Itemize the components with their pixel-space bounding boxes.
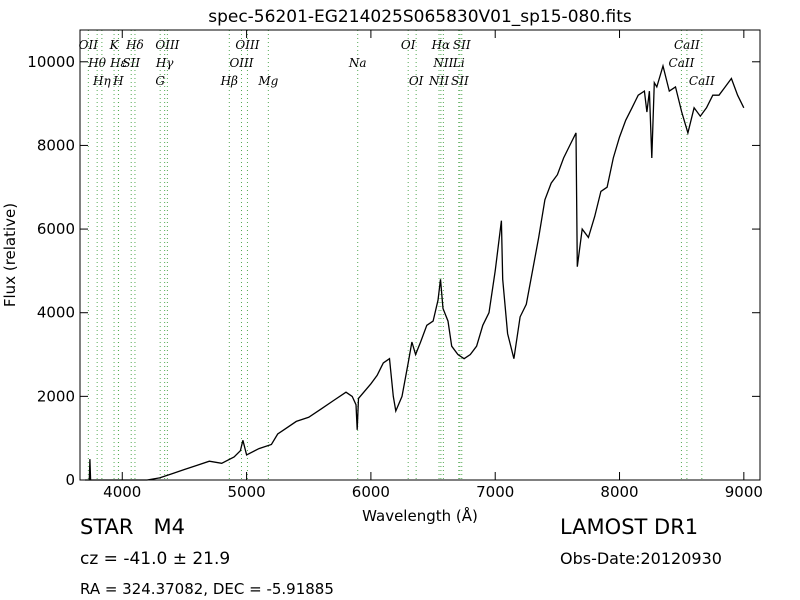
y-tick-label: 10000	[27, 53, 75, 71]
spectral-line-label: OI	[401, 38, 416, 52]
x-tick-label: 8000	[600, 483, 638, 501]
y-tick-label: 8000	[37, 136, 75, 154]
spectral-line-label: Hδ	[125, 38, 144, 52]
spectral-line-label: NII	[432, 56, 453, 70]
spectral-line-label: Hβ	[220, 74, 238, 88]
x-tick-label: 6000	[352, 483, 390, 501]
x-axis-label: Wavelength (Å)	[362, 506, 478, 525]
coordinates: RA = 324.37082, DEC = -5.91885	[80, 580, 334, 598]
spectral-line-label: CaII	[669, 56, 695, 70]
x-tick-label: 4000	[103, 483, 141, 501]
spectral-line-label: SII	[453, 38, 471, 52]
spectral-line-label: Li	[452, 56, 465, 70]
spectrum-line	[85, 63, 745, 481]
spectral-line-label: Hα	[431, 38, 451, 52]
object-class: STAR M4	[80, 515, 185, 539]
spectral-line-label: CaII	[689, 74, 715, 88]
spectral-line-label: Na	[348, 56, 367, 70]
spectral-line-label: SII	[122, 56, 140, 70]
spectral-line-label: H	[112, 74, 124, 88]
spectral-line-label: K	[109, 38, 120, 52]
spectral-line-label: G	[155, 74, 165, 88]
spectral-line-label: OIII	[229, 56, 253, 70]
spectral-line-label: NII	[428, 74, 449, 88]
spectral-line-label: OII	[79, 38, 99, 52]
spectral-line-label: CaII	[674, 38, 700, 52]
obs-date: Obs-Date:20120930	[560, 549, 722, 568]
y-tick-label: 6000	[37, 220, 75, 238]
y-axis-label: Flux (relative)	[1, 203, 19, 307]
y-tick-label: 4000	[37, 304, 75, 322]
spectral-line-label: OIII	[155, 38, 179, 52]
y-tick-label: 2000	[37, 387, 75, 405]
spectral-line-label: Hγ	[155, 56, 174, 70]
redshift: cz = -41.0 ± 21.9	[80, 549, 230, 569]
spectral-line-label: OI	[409, 74, 424, 88]
spectral-line-label: Hη	[92, 74, 111, 88]
x-tick-label: 7000	[476, 483, 514, 501]
spectral-line-label: Hθ	[87, 56, 106, 70]
plot-frame	[79, 29, 761, 481]
spectral-line-label: OIII	[235, 38, 259, 52]
spectral-line-label: SII	[451, 74, 469, 88]
chart-title: spec-56201-EG214025S065830V01_sp15-080.f…	[208, 7, 632, 27]
y-tick-label: 0	[65, 471, 75, 489]
spectral-line-label: Mg	[257, 74, 278, 88]
x-tick-label: 5000	[227, 483, 265, 501]
survey: LAMOST DR1	[560, 515, 698, 539]
x-tick-label: 9000	[725, 483, 763, 501]
